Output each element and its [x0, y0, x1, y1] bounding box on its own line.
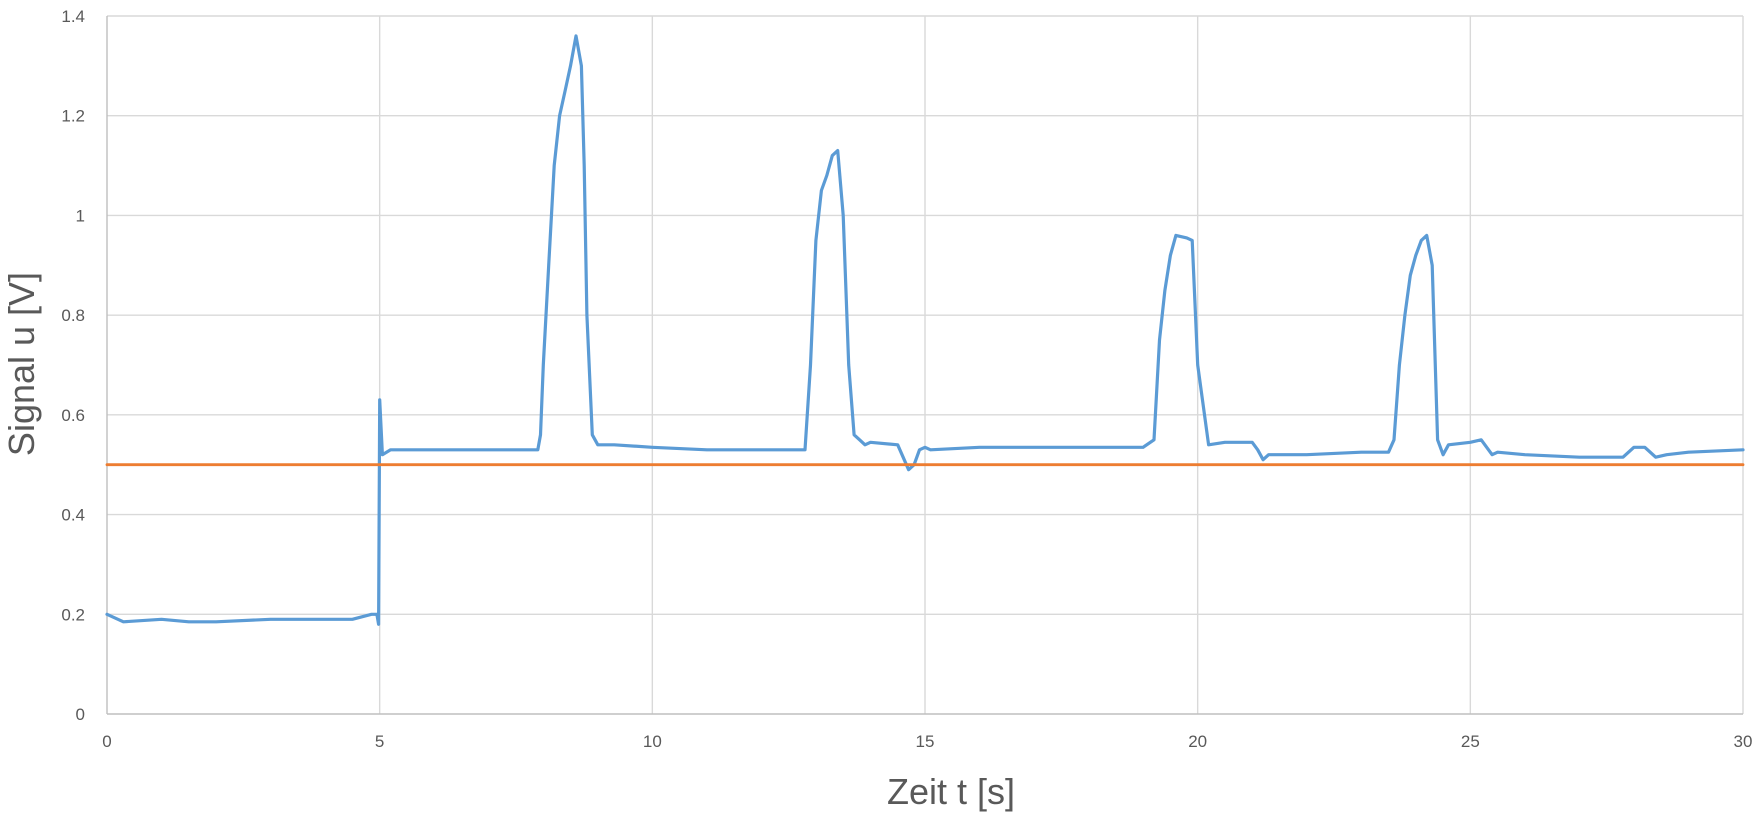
series-layer — [105, 34, 1745, 626]
x-tick-label: 30 — [1734, 732, 1753, 751]
x-tick-label: 15 — [916, 732, 935, 751]
y-axis-title: Signal u [V] — [1, 272, 42, 456]
x-tick-label: 0 — [102, 732, 111, 751]
x-axis-title: Zeit t [s] — [887, 771, 1015, 812]
y-tick-label: 0.4 — [61, 506, 85, 525]
y-tick-label: 1.4 — [61, 7, 85, 26]
x-tick-labels: 0 5 10 15 20 25 30 — [102, 732, 1752, 751]
y-tick-label: 0 — [76, 705, 85, 724]
x-tick-label: 10 — [643, 732, 662, 751]
y-tick-label: 1 — [76, 206, 85, 225]
y-tick-label: 0.6 — [61, 406, 85, 425]
x-tick-label: 25 — [1461, 732, 1480, 751]
y-tick-label: 1.2 — [61, 107, 85, 126]
x-tick-label: 5 — [375, 732, 384, 751]
x-tick-label: 20 — [1188, 732, 1207, 751]
y-tick-label: 0.8 — [61, 306, 85, 325]
y-tick-labels: 0 0.2 0.4 0.6 0.8 1 1.2 1.4 — [61, 7, 85, 724]
gridlines — [106, 15, 1744, 715]
y-tick-label: 0.2 — [61, 605, 85, 624]
signal-series-line — [105, 34, 1745, 626]
